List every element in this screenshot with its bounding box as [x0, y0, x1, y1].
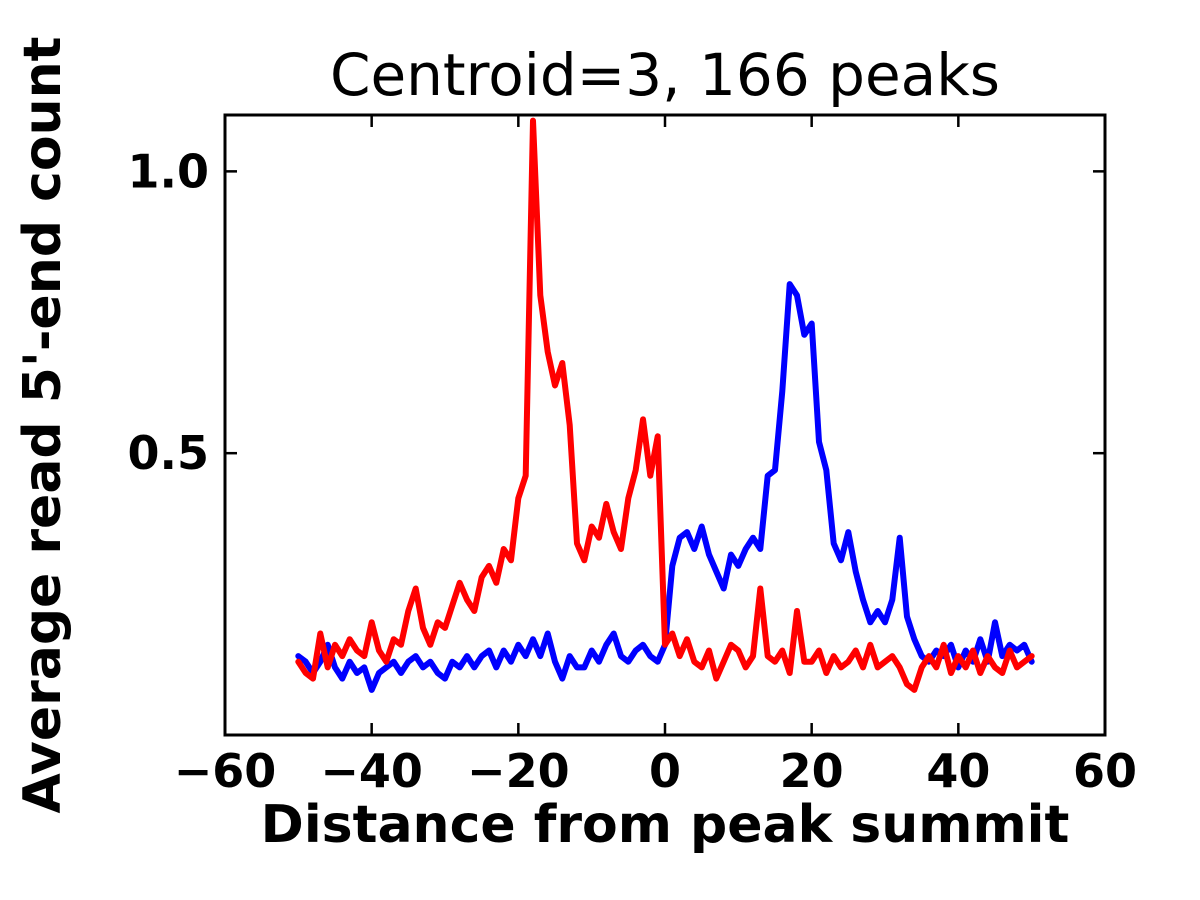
x-tick-label: −40	[320, 744, 423, 798]
x-tick-label: 20	[780, 744, 844, 798]
chart-title: Centroid=3, 166 peaks	[330, 41, 1000, 109]
x-tick-label: 0	[649, 744, 681, 798]
x-tick-label: 60	[1073, 744, 1137, 798]
y-tick-label: 1.0	[128, 144, 210, 198]
x-tick-label: 40	[926, 744, 990, 798]
x-tick-label: −60	[174, 744, 277, 798]
axes-frame	[223, 113, 1107, 737]
y-axis-label: Average read 5'-end count	[13, 37, 73, 814]
red-line	[295, 117, 1035, 693]
x-axis-label: Distance from peak summit	[261, 795, 1070, 855]
plot-area: −60 −40 −20 0 20 40 60 0.5 1.0	[128, 113, 1137, 798]
y-tick-label: 0.5	[128, 426, 210, 480]
x-tick-label: −20	[467, 744, 570, 798]
